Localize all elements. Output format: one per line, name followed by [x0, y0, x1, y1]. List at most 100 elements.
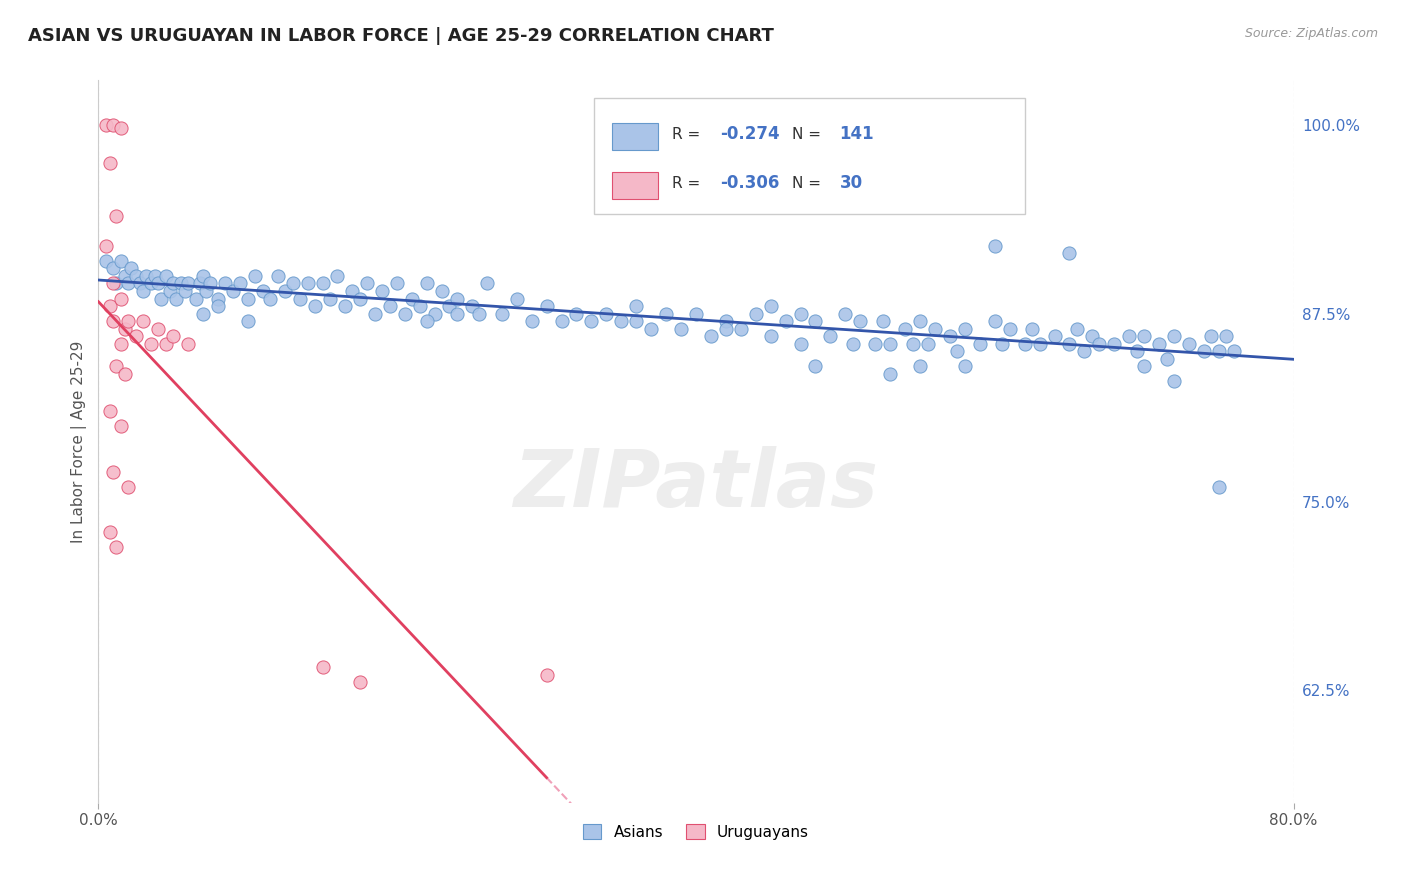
Point: [1088, 336, 1111, 351]
Point: [730, 321, 752, 335]
Point: [229, 277, 252, 291]
Point: [1178, 336, 1201, 351]
Point: [150, 292, 173, 306]
Point: [148, 277, 170, 291]
Point: [416, 314, 439, 328]
Point: [129, 277, 152, 291]
Point: [446, 292, 468, 306]
Point: [1133, 329, 1156, 343]
Point: [1223, 344, 1246, 359]
Point: [446, 307, 468, 321]
Point: [423, 307, 446, 321]
Point: [491, 307, 513, 321]
Point: [991, 336, 1014, 351]
Point: [1073, 344, 1095, 359]
Point: [1066, 321, 1088, 335]
Point: [439, 299, 461, 313]
Point: [789, 336, 811, 351]
Text: Source: ZipAtlas.com: Source: ZipAtlas.com: [1244, 27, 1378, 40]
Point: [319, 292, 342, 306]
Point: [214, 277, 236, 291]
Point: [117, 314, 139, 328]
Point: [114, 268, 136, 283]
Point: [252, 284, 274, 298]
Text: -0.306: -0.306: [720, 174, 779, 193]
Point: [894, 321, 917, 335]
Point: [191, 268, 214, 283]
Point: [1163, 375, 1185, 389]
Point: [117, 277, 139, 291]
Point: [430, 284, 453, 298]
Point: [759, 329, 782, 343]
Point: [1156, 351, 1178, 366]
Text: -0.274: -0.274: [720, 126, 779, 144]
Point: [1081, 329, 1104, 343]
Point: [245, 268, 267, 283]
Point: [842, 336, 865, 351]
Text: 141: 141: [839, 126, 875, 144]
Point: [114, 321, 136, 335]
Point: [114, 367, 136, 381]
Point: [1059, 246, 1081, 260]
FancyBboxPatch shape: [613, 123, 658, 151]
Point: [565, 307, 588, 321]
Point: [139, 277, 162, 291]
Point: [700, 329, 723, 343]
Point: [714, 321, 737, 335]
Point: [1021, 321, 1043, 335]
Point: [297, 277, 319, 291]
Point: [685, 307, 707, 321]
Point: [1059, 336, 1081, 351]
Point: [536, 299, 558, 313]
Point: [281, 277, 304, 291]
Point: [917, 336, 939, 351]
Point: [191, 307, 214, 321]
Point: [714, 314, 737, 328]
Point: [139, 336, 162, 351]
Point: [103, 314, 125, 328]
Point: [1104, 336, 1126, 351]
Point: [550, 314, 572, 328]
Point: [640, 321, 662, 335]
Point: [207, 299, 229, 313]
Point: [165, 292, 187, 306]
Point: [820, 329, 842, 343]
Point: [969, 336, 991, 351]
Point: [1147, 336, 1170, 351]
Point: [364, 307, 387, 321]
Point: [984, 239, 1007, 253]
Point: [626, 314, 648, 328]
Point: [304, 299, 326, 313]
Point: [222, 284, 245, 298]
Point: [177, 336, 200, 351]
Point: [311, 660, 333, 674]
Point: [110, 292, 132, 306]
Point: [105, 540, 128, 554]
Point: [1118, 329, 1140, 343]
Text: 30: 30: [839, 174, 862, 193]
Point: [946, 344, 969, 359]
Point: [174, 284, 197, 298]
Point: [401, 292, 423, 306]
Point: [394, 307, 416, 321]
Point: [342, 284, 364, 298]
Point: [94, 119, 117, 133]
Point: [125, 268, 148, 283]
Point: [162, 329, 184, 343]
Point: [188, 277, 211, 291]
Point: [94, 254, 117, 268]
Point: [98, 299, 122, 313]
Y-axis label: In Labor Force | Age 25-29: In Labor Force | Age 25-29: [72, 341, 87, 542]
Point: [155, 336, 177, 351]
Point: [385, 277, 409, 291]
Point: [998, 321, 1021, 335]
Point: [378, 299, 401, 313]
Point: [103, 277, 125, 291]
Point: [924, 321, 946, 335]
Point: [236, 292, 259, 306]
Point: [759, 299, 782, 313]
Text: N =: N =: [792, 127, 825, 142]
Point: [207, 292, 229, 306]
Point: [236, 314, 259, 328]
Point: [148, 321, 170, 335]
